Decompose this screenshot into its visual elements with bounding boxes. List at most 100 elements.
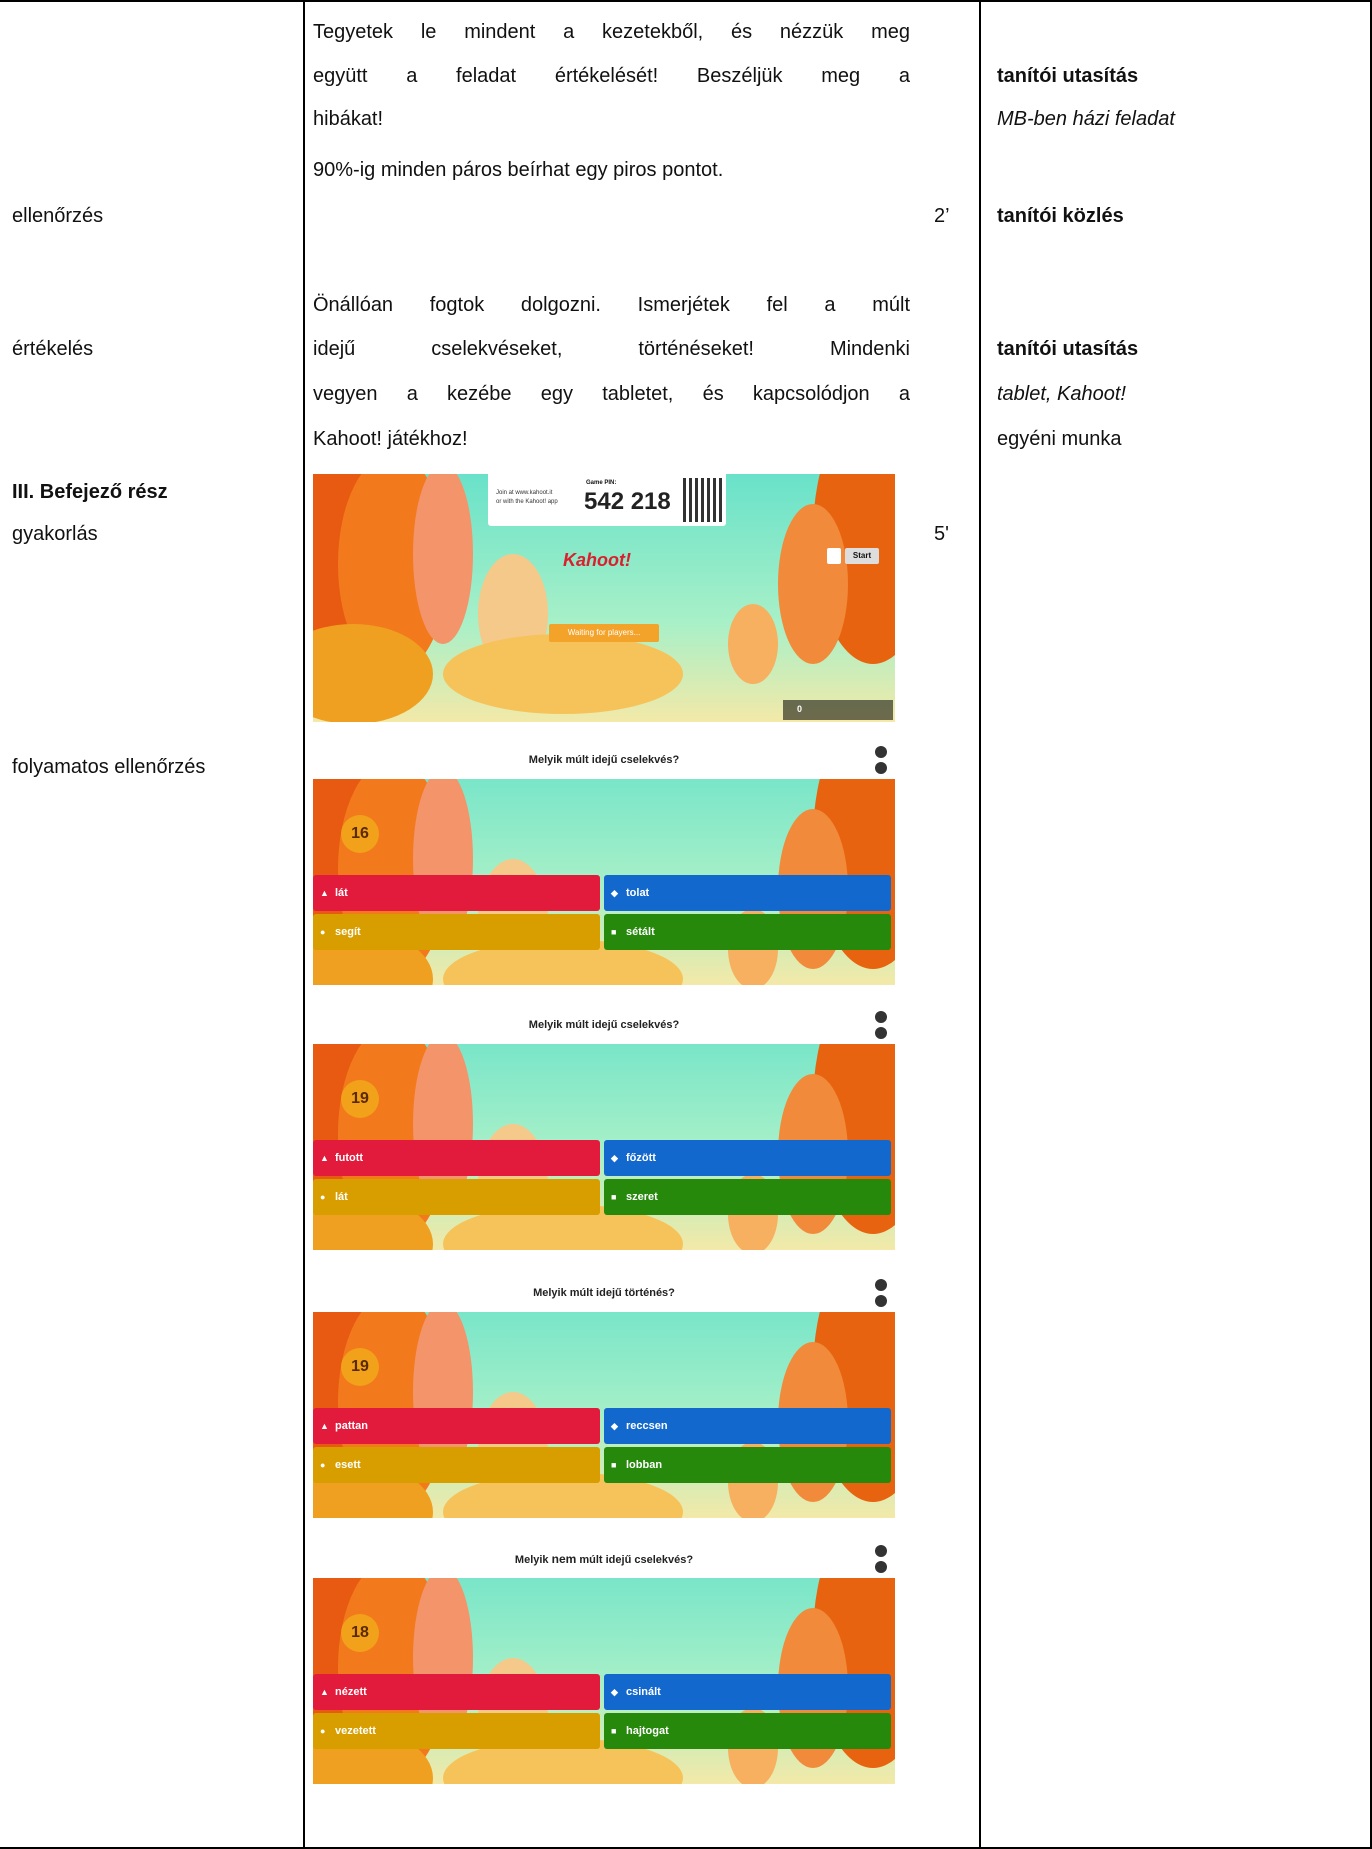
column-border [979,0,981,1849]
answer-text: főzött [626,1152,656,1164]
answer-text: lát [335,1191,348,1203]
tree [443,1204,683,1250]
answer-text: lát [335,887,348,899]
pin-label: Game PIN: [586,480,617,486]
answer-shape: ● [320,1460,326,1470]
icon [875,1561,887,1573]
instruction-line: együtt a feladat értékelését! Beszéljük … [313,65,910,87]
answer-button[interactable]: ■ hajtogat [604,1713,891,1749]
answer-button[interactable]: ▲ futott [313,1140,600,1176]
phase: ellenőrzés [12,205,104,227]
answer-button[interactable]: ▲ lát [313,875,600,911]
answer-shape: ◆ [611,1687,618,1697]
note: MB-ben házi feladat [997,108,1175,130]
answer-text: csinált [626,1686,661,1698]
answer-shape: ■ [611,1726,617,1736]
answer-button[interactable]: ■ sétált [604,914,891,950]
icon [875,1295,887,1307]
icon [875,746,887,758]
time: 2’ [934,205,950,227]
question-text: nem [551,1552,577,1566]
qr-code [683,478,723,522]
question-header: Melyik múlt idejű történés? [313,1274,895,1312]
icon [875,762,887,774]
answer-text: reccsen [626,1420,668,1432]
kahoot-question: Melyik múlt idejű cselekvés? 19 ▲ futott ◆ fő… [313,1006,895,1250]
pin-box: Join at www.kahoot.it or with the Kahoot… [488,474,726,526]
icon [875,1027,887,1039]
tree [443,634,683,714]
kahoot-question: Melyik múlt idejű cselekvés? 16 ▲ lát ◆ tolat… [313,741,895,985]
timer: 16 [341,815,379,853]
answer-button[interactable]: ■ lobban [604,1447,891,1483]
question-header: Melyik múlt idejű cselekvés? [313,1006,895,1044]
answer-text: szeret [626,1191,658,1203]
question-text: Melyik múlt idejű cselekvés? [528,1019,680,1031]
answer-shape: ▲ [320,1153,329,1163]
answer-button[interactable]: ● vezetett [313,1713,600,1749]
waiting-box: Waiting for players... [549,624,659,642]
answer-button[interactable]: ▲ nézett [313,1674,600,1710]
tree [443,939,683,985]
instruction-line: Önállóan fogtok dolgozni. Ismerjétek fel… [313,294,910,316]
answer-text: futott [335,1152,364,1164]
answer-button[interactable]: ● lát [313,1179,600,1215]
answer-text: lobban [626,1459,663,1471]
answer-button[interactable]: ◆ főzött [604,1140,891,1176]
question-text: Melyik [514,1554,552,1566]
phase-heading: III. Befejező rész [12,481,168,503]
answer-shape: ■ [611,1192,617,1202]
tree [443,1738,683,1784]
join-text: Join at www.kahoot.it [496,490,553,496]
note: tanítói utasítás [997,65,1139,87]
kahoot-question: Melyik múlt idejű történés? 19 ▲ pattan ◆ rec… [313,1274,895,1518]
icon [875,1545,887,1557]
note: tanítói közlés [997,205,1124,227]
question-header: Melyik múlt idejű cselekvés? [313,741,895,779]
question-text: Melyik múlt idejű történés? [533,1287,675,1299]
answer-shape: ◆ [611,888,618,898]
column-border [303,0,305,1849]
phase: gyakorlás [12,523,98,545]
join-text: or with the Kahoot! app [496,499,558,505]
note: tanítói utasítás [997,338,1139,360]
tree [443,1472,683,1518]
note: tablet, Kahoot! [997,383,1126,405]
answer-text: hajtogat [626,1725,669,1737]
answer-text: segít [335,926,361,938]
answer-button[interactable]: ■ szeret [604,1179,891,1215]
instruction-line: idejű cselekvéseket, történéseket! Minde… [313,338,910,360]
answer-text: esett [335,1459,361,1471]
answer-shape: ■ [611,1460,617,1470]
answer-text: tolat [626,887,650,899]
table-right-border [1370,0,1372,1849]
answer-button[interactable]: ● esett [313,1447,600,1483]
phase: folyamatos ellenőrzés [12,756,206,778]
answer-button[interactable]: ◆ csinált [604,1674,891,1710]
answer-shape: ◆ [611,1153,618,1163]
time: 5' [934,523,949,545]
phase: értékelés [12,338,94,360]
game-pin: 542 218 [584,488,671,515]
tree [778,504,848,664]
answer-text: vezetett [335,1725,376,1737]
icon [875,1279,887,1291]
lock-button[interactable] [827,548,841,564]
answer-shape: ▲ [320,1687,329,1697]
answer-button[interactable]: ● segít [313,914,600,950]
question-text: Melyik múlt idejű cselekvés? [528,754,680,766]
answer-shape: ▲ [320,1421,329,1431]
answer-shape: ● [320,1726,326,1736]
kahoot-question: Melyik nem múlt idejű cselekvés? 18 ▲ nézet… [313,1540,895,1784]
answer-button[interactable]: ◆ tolat [604,875,891,911]
table-top-border [0,0,1372,2]
icon [875,1011,887,1023]
answer-button[interactable]: ◆ reccsen [604,1408,891,1444]
start-button[interactable]: Start [845,548,879,564]
instruction-line: vegyen a kezébe egy tabletet, és kapcsol… [313,383,910,405]
answer-button[interactable]: ▲ pattan [313,1408,600,1444]
timer: 19 [341,1348,379,1386]
timer: 19 [341,1080,379,1118]
